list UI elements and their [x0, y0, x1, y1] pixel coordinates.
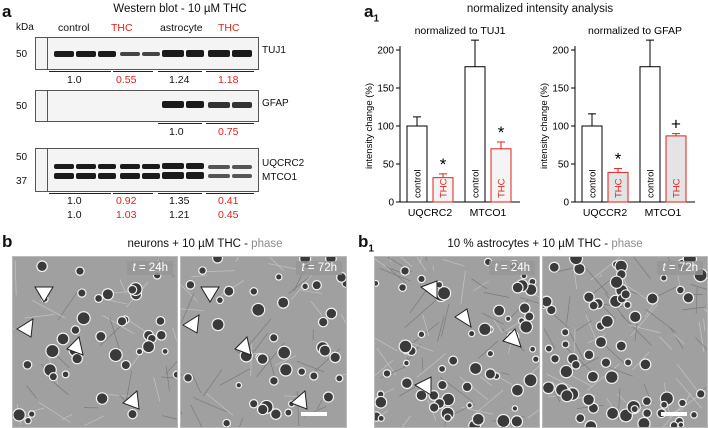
group-label-thc: THC [111, 22, 133, 34]
group-label-control: control [58, 22, 90, 34]
group-underline [206, 71, 254, 72]
blot-tuj1 [35, 37, 259, 70]
y-tick-label: 200 [552, 46, 569, 57]
bar-series-label: control [588, 169, 599, 198]
tuj1-value-astrocyte-thc: 1.18 [218, 74, 238, 86]
significance-marker: + [671, 115, 681, 134]
x-tick-label: UQCRC2 [408, 207, 452, 219]
marker-50-oxphos: 50 [16, 152, 27, 163]
blot-label-gfap: GFAP [262, 98, 289, 109]
western-blot-title: Western blot - 10 µM THC [60, 3, 300, 15]
chart-title: normalized to TUJ1 [415, 25, 506, 37]
group-underline [158, 71, 202, 72]
group-underline [113, 71, 153, 72]
micrograph-astrocytes-72h: t = 72h [542, 256, 708, 428]
group-underline [206, 123, 254, 124]
y-axis-label: intensity change (%) [364, 83, 375, 169]
blot-oxphos [35, 148, 259, 192]
mtco1-value-control: 1.0 [67, 209, 82, 221]
group-underline [158, 123, 202, 124]
group-label-astrocyte: astrocyte [160, 22, 203, 34]
y-tick-label: 100 [377, 122, 394, 133]
y-tick-label: 100 [552, 122, 569, 133]
group-underline [113, 193, 153, 194]
significance-marker: * [615, 150, 622, 169]
tuj1-value-control: 1.0 [67, 74, 82, 86]
bar-series-label: THC [497, 178, 508, 198]
mtco1-value-astrocyte: 1.21 [169, 209, 189, 221]
group-underline [49, 71, 111, 72]
y-tick-label: 50 [558, 160, 570, 171]
marker-50-gfap: 50 [16, 101, 27, 112]
significance-marker: * [498, 123, 505, 142]
arrowheads [375, 257, 539, 427]
phase-contrast-image [543, 257, 707, 427]
astrocytes-title: 10 % astrocytes + 10 µM THC - phase [395, 238, 695, 250]
uqcrc2-value-astrocyte: 1.35 [169, 195, 189, 207]
x-tick-label: MTCO1 [645, 207, 682, 219]
y-tick-label: 150 [377, 84, 394, 95]
uqcrc2-value-control: 1.0 [67, 195, 82, 207]
blot-label-mtco1: MTCO1 [262, 172, 297, 183]
x-tick-label: UQCCR2 [583, 207, 627, 219]
y-tick-label: 0 [388, 198, 394, 209]
y-tick-label: 50 [383, 160, 395, 171]
bar-charts: normalized to TUJ1 intensity change (%) 0 5… [360, 22, 705, 227]
tuj1-value-astrocyte: 1.24 [169, 74, 189, 86]
blot-oxphos-bands [36, 149, 258, 191]
marker-37-oxphos: 37 [16, 176, 27, 187]
bar-series-label: control [413, 169, 424, 198]
panel-letter-b1: b1 [358, 232, 374, 254]
arrowheads [181, 257, 346, 427]
intensity-analysis-title: normalized intensity analysis [400, 3, 680, 15]
bar-series-label: control [471, 169, 482, 198]
arrowheads [13, 257, 177, 427]
kda-label: kDa [16, 22, 34, 33]
x-tick-label: MTCO1 [470, 207, 507, 219]
significance-marker: * [440, 155, 447, 174]
panel-letter-b: b [2, 232, 12, 252]
chart-title: normalized to GFAP [588, 25, 682, 37]
scale-bar [301, 412, 327, 416]
bar-series-label: THC [614, 178, 625, 198]
blot-label-tuj1: TUJ1 [262, 45, 286, 56]
micrograph-astrocytes-24h: t = 24h [374, 256, 540, 428]
group-underline [158, 193, 202, 194]
time-label: t = 72h [657, 261, 703, 275]
blot-gfap-bands [36, 91, 258, 121]
marker-50-tuj1: 50 [16, 49, 27, 60]
panel-letter-a: a [2, 2, 11, 22]
y-axis-label: intensity change (%) [539, 83, 550, 169]
blot-tuj1-bands [36, 38, 258, 69]
y-tick-label: 200 [377, 46, 394, 57]
micrograph-neurons-24h: t = 24h [12, 256, 178, 428]
micrograph-neurons-72h: t = 72h [180, 256, 347, 428]
bar-series-label: THC [672, 178, 683, 198]
group-underline [206, 193, 254, 194]
y-tick-label: 0 [563, 198, 569, 209]
scale-bar [661, 412, 687, 416]
uqcrc2-value-astrocyte-thc: 0.41 [218, 195, 238, 207]
group-underline [49, 193, 111, 194]
uqcrc2-value-thc: 0.92 [116, 195, 136, 207]
neurons-title: neurons + 10 µM THC - phase [60, 238, 350, 250]
tuj1-value-thc: 0.55 [116, 74, 136, 86]
mtco1-value-thc: 1.03 [116, 209, 136, 221]
y-tick-label: 150 [552, 84, 569, 95]
group-label-thc-astrocyte: THC [218, 22, 240, 34]
blot-label-uqcrc2: UQCRC2 [262, 158, 304, 169]
gfap-value-astrocyte-thc: 0.75 [218, 126, 238, 138]
gfap-value-astrocyte: 1.0 [169, 126, 184, 138]
bar-series-label: THC [439, 178, 450, 198]
bar-series-label: control [646, 169, 657, 198]
blot-gfap [35, 90, 259, 122]
mtco1-value-astrocyte-thc: 0.45 [218, 209, 238, 221]
